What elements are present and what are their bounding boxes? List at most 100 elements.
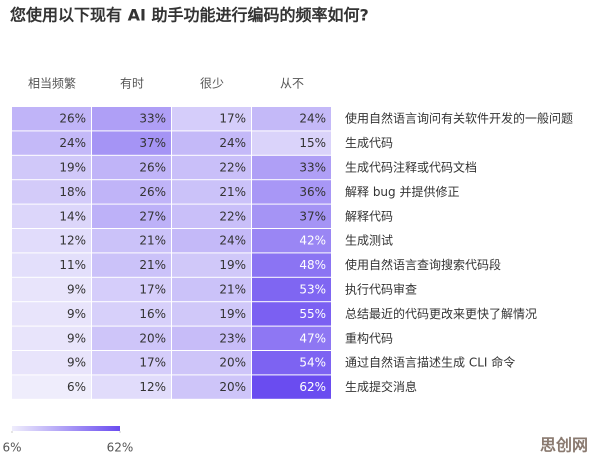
heat-cell	[92, 326, 171, 350]
watermark: 思创网	[540, 436, 588, 455]
cell-label: 12%	[139, 380, 166, 394]
row-label: 解释代码	[345, 209, 393, 223]
heat-cell	[172, 253, 251, 277]
chart-title: 您使用以下现有 AI 助手功能进行编码的频率如何?	[10, 6, 369, 25]
cell-label: 15%	[299, 136, 326, 150]
cell-label: 9%	[67, 331, 86, 345]
heat-cell	[92, 155, 171, 180]
heat-cell	[92, 204, 171, 228]
cell-label: 19%	[219, 307, 246, 321]
heat-cell	[252, 277, 331, 302]
heat-cell	[252, 229, 331, 253]
row-label: 使用自然语言查询搜索代码段	[345, 257, 501, 272]
heat-cell	[172, 302, 251, 326]
cell-label: 27%	[139, 209, 166, 223]
cell-label: 9%	[67, 307, 86, 321]
heat-cell	[12, 107, 91, 131]
heat-cell	[12, 253, 91, 277]
cell-label: 26%	[139, 185, 166, 199]
row-label: 通过自然语言描述生成 CLI 命令	[345, 355, 515, 370]
colorbar	[12, 426, 120, 431]
heat-cell	[92, 131, 171, 155]
cell-label: 33%	[299, 161, 326, 175]
cell-label: 24%	[219, 136, 246, 150]
heat-cell	[172, 107, 251, 131]
cell-label: 62%	[299, 380, 326, 394]
heat-cell	[12, 326, 91, 350]
heat-cell	[92, 180, 171, 204]
row-label: 生成提交消息	[345, 379, 417, 394]
heat-cell	[252, 326, 331, 350]
row-label: 重构代码	[345, 330, 393, 345]
heat-cell	[252, 155, 331, 180]
heat-cell	[252, 302, 331, 326]
row-label: 解释 bug 并提供修正	[345, 184, 459, 199]
cell-label: 9%	[67, 283, 86, 297]
heat-cell	[172, 351, 251, 375]
cell-label: 37%	[299, 209, 326, 223]
heat-cell	[12, 351, 91, 375]
heat-cell	[172, 375, 251, 399]
heat-cell	[92, 375, 171, 399]
cell-label: 24%	[59, 136, 86, 150]
cell-label: 20%	[139, 331, 166, 345]
heat-cell	[252, 375, 331, 399]
cell-label: 21%	[219, 185, 246, 199]
row-label: 执行代码审查	[345, 282, 417, 297]
row-label: 生成代码注释或代码文档	[345, 160, 477, 175]
heat-cell	[92, 229, 171, 253]
heat-cell	[172, 180, 251, 204]
heat-cell	[92, 253, 171, 277]
heat-cell	[12, 131, 91, 155]
row-label: 使用自然语言询问有关软件开发的一般问题	[345, 111, 573, 126]
heat-cell	[12, 375, 91, 399]
heat-cell	[12, 302, 91, 326]
cell-label: 24%	[299, 112, 326, 126]
cell-label: 17%	[219, 112, 246, 126]
heat-cell	[92, 277, 171, 302]
heat-cell	[12, 277, 91, 302]
cell-label: 20%	[219, 380, 246, 394]
cell-label: 26%	[59, 112, 86, 126]
cell-label: 37%	[139, 136, 166, 150]
cell-label: 20%	[219, 356, 246, 370]
cell-label: 54%	[299, 356, 326, 370]
cell-label: 9%	[67, 356, 86, 370]
cell-label: 22%	[219, 161, 246, 175]
cell-label: 26%	[139, 161, 166, 175]
column-header: 有时	[120, 77, 144, 91]
heat-cell	[92, 351, 171, 375]
heat-cell	[172, 204, 251, 228]
colorbar-tick-label: 62%	[107, 441, 134, 455]
cell-label: 21%	[139, 234, 166, 248]
heat-cell	[12, 229, 91, 253]
colorbar-tick-label: 6%	[2, 441, 21, 455]
row-label: 总结最近的代码更改来更快了解情况	[345, 306, 537, 321]
cell-label: 21%	[219, 283, 246, 297]
heat-cell	[92, 302, 171, 326]
cell-label: 48%	[299, 258, 326, 272]
heat-cell	[172, 131, 251, 155]
cell-label: 22%	[219, 209, 246, 223]
column-header: 相当频繁	[28, 76, 76, 91]
cell-label: 24%	[219, 234, 246, 248]
heat-cell	[252, 131, 331, 155]
heat-cell	[252, 107, 331, 131]
row-label: 生成测试	[345, 233, 393, 248]
heat-cell	[252, 253, 331, 277]
cell-label: 16%	[139, 307, 166, 321]
row-label: 生成代码	[345, 136, 393, 150]
column-header: 从不	[280, 77, 304, 91]
cell-label: 55%	[299, 307, 326, 321]
cell-label: 53%	[299, 283, 326, 297]
cell-label: 12%	[59, 234, 86, 248]
cell-label: 36%	[299, 185, 326, 199]
cell-label: 21%	[139, 258, 166, 272]
cell-label: 11%	[59, 258, 86, 272]
heat-cell	[172, 155, 251, 180]
heat-cell	[252, 204, 331, 228]
cell-label: 42%	[299, 234, 326, 248]
heat-cell	[12, 155, 91, 180]
